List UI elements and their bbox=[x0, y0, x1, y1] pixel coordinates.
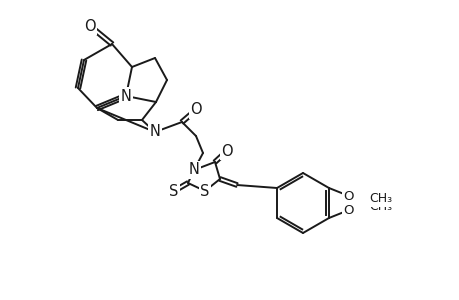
Text: N: N bbox=[120, 88, 131, 104]
Text: N: N bbox=[188, 163, 199, 178]
Text: S: S bbox=[169, 184, 178, 199]
Text: CH₃: CH₃ bbox=[368, 193, 391, 206]
Text: O: O bbox=[343, 203, 353, 217]
Text: O: O bbox=[221, 143, 232, 158]
Text: N: N bbox=[149, 124, 160, 140]
Text: O: O bbox=[84, 19, 95, 34]
Text: O: O bbox=[343, 190, 353, 202]
Text: S: S bbox=[200, 184, 209, 199]
Text: O: O bbox=[190, 103, 202, 118]
Text: CH₃: CH₃ bbox=[368, 200, 391, 214]
